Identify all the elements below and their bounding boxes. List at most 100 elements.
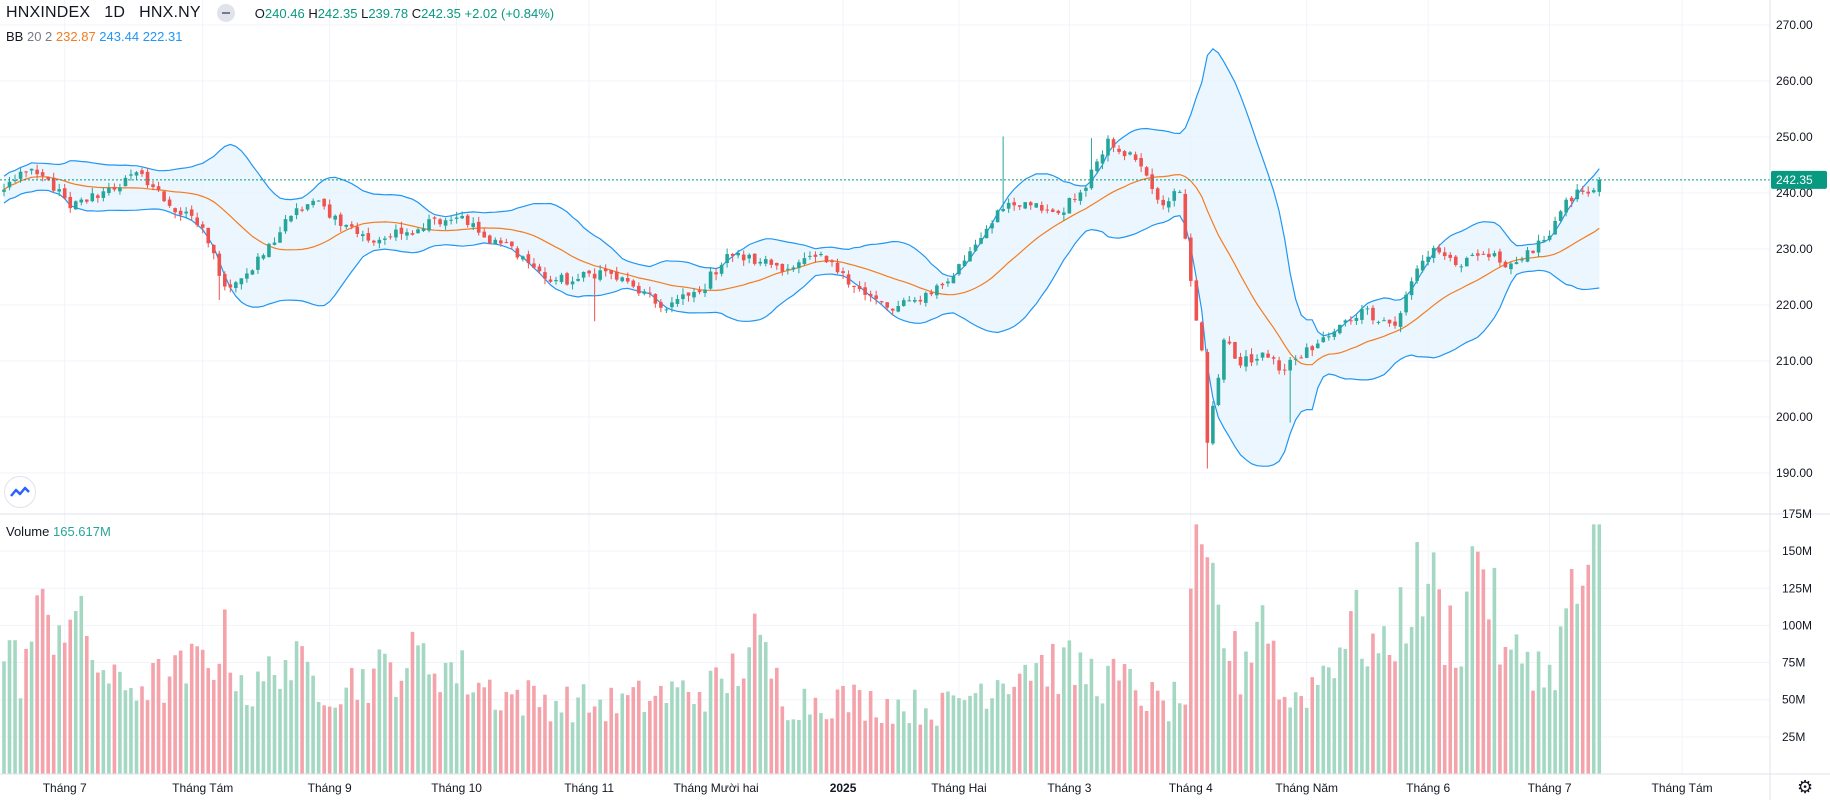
- volume-bar: [885, 698, 889, 774]
- candle: [79, 197, 84, 206]
- volume-bar: [714, 667, 718, 774]
- volume-tick-label: 25M: [1782, 730, 1805, 744]
- candle: [300, 206, 304, 213]
- candle: [1034, 203, 1039, 208]
- candle: [1111, 137, 1116, 153]
- bollinger-legend[interactable]: BB 20 2 232.87 243.44 222.31: [6, 29, 182, 44]
- volume-tick-label: 50M: [1782, 693, 1805, 707]
- symbol-name[interactable]: HNXINDEX: [6, 4, 91, 21]
- candle: [1139, 153, 1143, 173]
- volume-bar: [300, 646, 304, 774]
- volume-bar: [101, 670, 106, 774]
- candle: [1415, 265, 1419, 284]
- volume-bar: [868, 691, 873, 774]
- price-tick-label: 230.00: [1776, 242, 1813, 256]
- gear-icon[interactable]: ⚙: [1797, 777, 1814, 797]
- interval-label[interactable]: 1D: [104, 4, 126, 21]
- volume-bar: [394, 696, 398, 774]
- price-tick-label: 270.00: [1776, 18, 1813, 32]
- candle: [1360, 304, 1364, 325]
- volume-bar: [1205, 557, 1210, 774]
- volume-bar: [863, 720, 867, 774]
- candle: [250, 269, 255, 276]
- volume-bar: [1371, 633, 1375, 774]
- candle: [476, 216, 481, 236]
- volume-bar: [874, 717, 878, 774]
- volume-bar: [1095, 696, 1099, 774]
- volume-bar: [112, 664, 117, 774]
- volume-bar: [1012, 686, 1016, 774]
- candle: [134, 170, 139, 180]
- candle: [1365, 305, 1370, 315]
- volume-bar: [399, 680, 404, 774]
- time-tick-label: Tháng 9: [308, 781, 352, 795]
- volume-bar: [725, 693, 729, 774]
- price-axis[interactable]: 190.00 200.00 210.00 220.00 230.00 240.00 250.…: [1776, 18, 1813, 480]
- candle: [962, 255, 967, 267]
- volume-bar: [1343, 648, 1348, 774]
- volume-bar: [349, 667, 354, 774]
- candle: [1586, 186, 1591, 197]
- volume-bar: [1222, 648, 1226, 774]
- volume-bar: [995, 680, 1000, 774]
- candle: [868, 290, 873, 302]
- candle: [57, 183, 61, 197]
- volume-bar: [521, 715, 525, 774]
- volume-bar: [1531, 690, 1535, 774]
- candle: [1045, 204, 1050, 214]
- volume-bar: [857, 690, 862, 774]
- volume-bar: [940, 692, 945, 774]
- volume-bar: [786, 720, 790, 774]
- candle: [1244, 350, 1248, 372]
- volume-bar: [763, 642, 768, 774]
- time-axis[interactable]: Tháng 7 Tháng Tám Tháng 9 Tháng 10 Tháng 11 T…: [43, 781, 1713, 795]
- candle: [808, 251, 812, 260]
- candle: [129, 169, 133, 181]
- volume-bar: [1365, 666, 1370, 774]
- volume-bar: [1509, 649, 1513, 774]
- candle: [1470, 252, 1475, 257]
- price-tick-label: 220.00: [1776, 298, 1813, 312]
- candle: [405, 228, 409, 240]
- candle: [642, 288, 647, 296]
- candle: [305, 204, 310, 212]
- volume-bar: [1200, 544, 1204, 774]
- volume-bar: [1227, 660, 1232, 774]
- volume-bar: [510, 694, 514, 774]
- candle: [217, 250, 222, 300]
- minus-circle-icon[interactable]: [216, 4, 235, 22]
- candle: [1089, 138, 1094, 190]
- volume-legend[interactable]: Volume 165.617M: [6, 524, 111, 539]
- time-tick-label: Tháng Năm: [1275, 781, 1338, 795]
- candle: [990, 220, 994, 234]
- candle: [1106, 135, 1110, 162]
- volume-bar: [1376, 653, 1381, 774]
- time-tick-label: Tháng Hai: [931, 781, 986, 795]
- candle: [156, 181, 161, 193]
- volume-bar: [1569, 569, 1574, 774]
- tradingview-logo-icon[interactable]: [4, 476, 36, 508]
- volume-bar: [85, 635, 89, 774]
- candle: [62, 183, 67, 200]
- volume-bar: [1282, 696, 1287, 774]
- volume-bar: [361, 669, 365, 774]
- candle: [907, 295, 912, 302]
- candle: [1442, 247, 1447, 260]
- volume-bar: [438, 692, 442, 774]
- volume-bar: [1437, 589, 1441, 774]
- candle: [532, 258, 536, 269]
- volume-bar: [802, 688, 807, 774]
- volume-bar: [245, 705, 249, 774]
- candle: [322, 198, 326, 210]
- volume-bar: [648, 700, 652, 774]
- volume-bar: [366, 702, 371, 774]
- candle: [890, 308, 895, 316]
- candle: [841, 267, 845, 279]
- volume-bar: [1476, 551, 1480, 774]
- volume-axis[interactable]: 25M 50M 75M 100M 125M 150M 175M: [1782, 507, 1812, 744]
- candle: [1012, 197, 1016, 211]
- volume-bar: [736, 686, 740, 774]
- candle: [372, 239, 376, 246]
- candle: [1376, 320, 1381, 325]
